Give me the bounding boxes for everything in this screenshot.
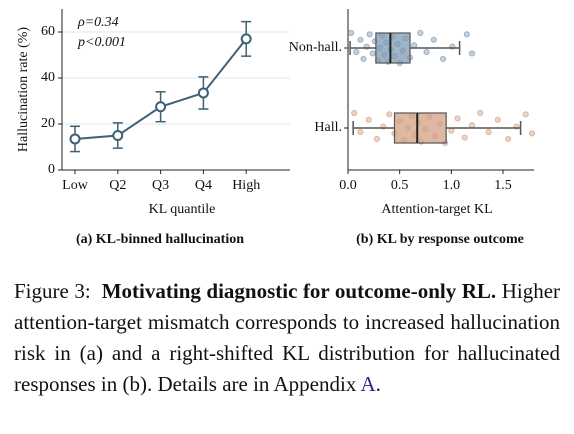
x-tick-label: Low	[62, 178, 89, 193]
point	[351, 109, 358, 117]
caption-title: Motivating diagnostic for outcome-only R…	[101, 279, 497, 303]
point	[439, 55, 447, 63]
y-tick-label: 20	[41, 116, 55, 131]
point	[357, 128, 364, 136]
caption: Figure 3: Motivating diagnostic for outc…	[14, 276, 560, 400]
x-tick-label: 0.5	[391, 178, 409, 193]
point	[411, 42, 418, 49]
x-tick-label: Q4	[195, 178, 212, 193]
point	[386, 111, 393, 118]
marker	[69, 133, 81, 145]
y-tick-label: Hall.	[314, 120, 342, 135]
marker	[155, 101, 167, 113]
point	[505, 135, 512, 143]
y-axis-label: Hallucination rate (%)	[16, 27, 31, 153]
point	[468, 122, 476, 129]
x-axis-label: Attention-target KL	[381, 202, 492, 217]
x-axis-label: KL quantile	[149, 202, 216, 217]
point	[454, 115, 461, 122]
marker	[112, 130, 124, 141]
y-tick-label: 40	[41, 70, 55, 85]
point	[357, 36, 364, 43]
caption-text: Higher attention-target mismatch corresp…	[14, 279, 561, 396]
caption-end: .	[375, 372, 381, 396]
x-tick-label: 1.5	[494, 178, 512, 193]
point	[477, 109, 484, 117]
point	[468, 50, 476, 57]
box	[375, 32, 411, 64]
annotation: p<0.001	[77, 35, 126, 50]
point	[348, 29, 355, 37]
point	[353, 48, 360, 56]
marker	[197, 87, 209, 99]
x-tick-label: Q3	[152, 178, 169, 193]
point	[417, 29, 424, 37]
point	[522, 111, 529, 118]
point	[448, 127, 455, 134]
subtitle: (a) KL-binned hallucination	[76, 232, 244, 247]
point	[369, 50, 376, 57]
appendix-link[interactable]: A	[360, 372, 376, 396]
x-tick-label: 0.0	[339, 178, 357, 193]
figure: 0 20 40 60 Hallucination rate (%) KL quantile…	[16, 9, 536, 247]
point	[360, 55, 367, 63]
y-tick-label: 60	[41, 24, 55, 39]
x-tick-label: Q2	[109, 178, 126, 193]
y-tick-label: 0	[48, 162, 55, 177]
caption-label: Figure 3:	[14, 279, 91, 303]
point	[485, 128, 492, 136]
point	[528, 130, 536, 137]
point	[423, 48, 430, 56]
point	[430, 36, 437, 43]
x-tick-label: High	[232, 178, 260, 193]
y-tick-label: Non-hall.	[289, 40, 342, 55]
point	[366, 31, 373, 38]
point	[463, 31, 470, 38]
point	[373, 135, 381, 143]
point	[461, 134, 468, 141]
point	[494, 116, 501, 123]
marker	[240, 33, 252, 45]
annotation: ρ=0.34	[77, 15, 119, 30]
point	[365, 116, 372, 123]
box	[393, 112, 447, 144]
subtitle: (b) KL by response outcome	[356, 232, 524, 247]
x-tick-label: 1.0	[443, 178, 461, 193]
